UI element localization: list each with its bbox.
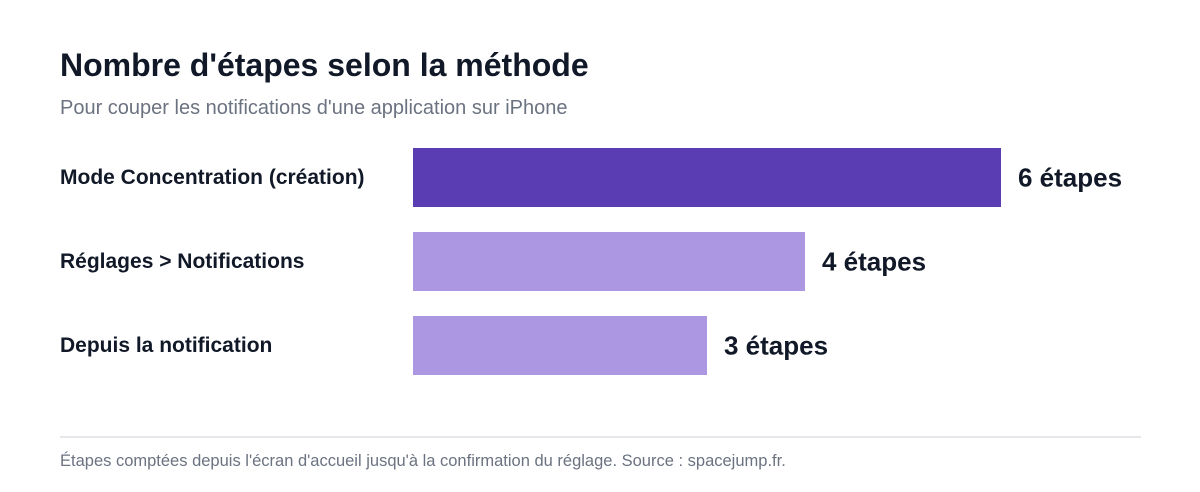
footer-divider: [60, 436, 1141, 438]
category-label: Réglages > Notifications: [60, 250, 304, 273]
category-label: Depuis la notification: [60, 334, 272, 357]
bar-row: Depuis la notification 3 étapes: [60, 316, 828, 375]
footnote: Étapes comptées depuis l'écran d'accueil…: [60, 452, 786, 470]
bar-row: Réglages > Notifications 4 étapes: [60, 232, 926, 291]
chart-subtitle: Pour couper les notifications d'une appl…: [60, 97, 568, 119]
bar-row: Mode Concentration (création) 6 étapes: [60, 148, 1122, 207]
chart-title: Nombre d'étapes selon la méthode: [60, 47, 589, 83]
bar: [413, 232, 805, 291]
bar-chart: Mode Concentration (création) 6 étapes Rég…: [60, 148, 1122, 375]
value-label: 3 étapes: [724, 331, 828, 361]
bar: [413, 316, 707, 375]
value-label: 6 étapes: [1018, 163, 1122, 193]
category-label: Mode Concentration (création): [60, 166, 365, 189]
value-label: 4 étapes: [822, 247, 926, 277]
bar: [413, 148, 1001, 207]
